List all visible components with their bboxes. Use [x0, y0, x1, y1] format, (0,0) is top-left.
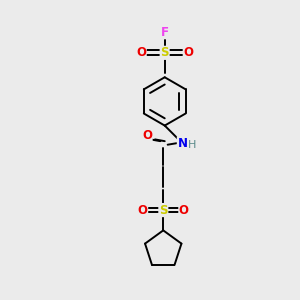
- Text: S: S: [160, 46, 169, 59]
- Text: O: O: [183, 46, 193, 59]
- Text: H: H: [188, 140, 196, 150]
- Text: N: N: [177, 137, 188, 150]
- Text: O: O: [136, 46, 146, 59]
- Text: S: S: [159, 204, 167, 217]
- Text: O: O: [138, 204, 148, 217]
- Text: O: O: [179, 204, 189, 217]
- Text: F: F: [161, 26, 169, 39]
- Text: O: O: [142, 129, 152, 142]
